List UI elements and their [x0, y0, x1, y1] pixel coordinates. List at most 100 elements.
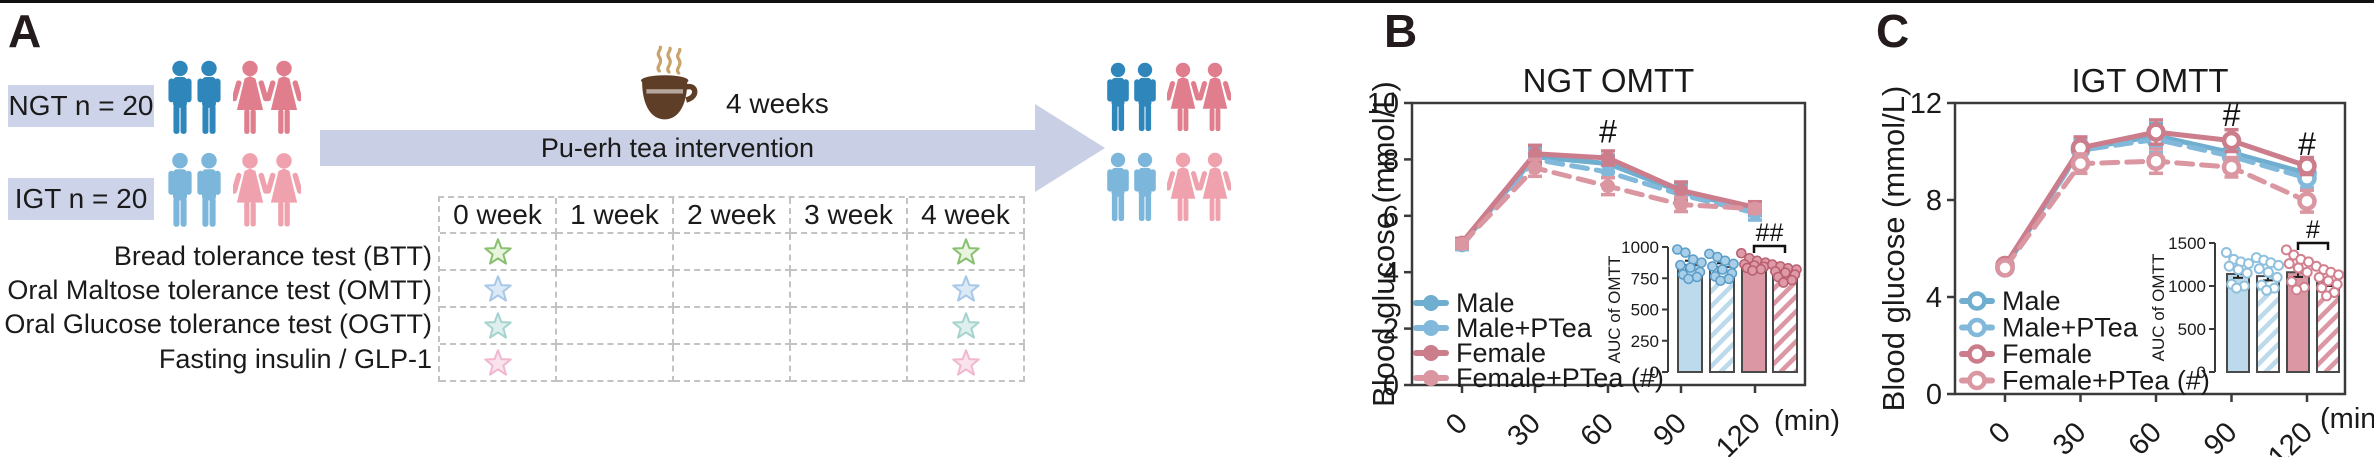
svg-text:Male: Male [2002, 286, 2061, 316]
male-icon [1132, 152, 1158, 224]
female-icon [1167, 62, 1199, 134]
schedule-cell [674, 234, 791, 271]
schedule-table: 0 week 1 week 2 week 3 week 4 week [438, 196, 1025, 382]
female-icon [233, 60, 267, 137]
male-icon [195, 152, 223, 230]
legend-item: Male [1413, 288, 1515, 318]
schedule-cell [908, 345, 1025, 382]
svg-text:0: 0 [1440, 407, 1474, 441]
svg-text:500: 500 [2178, 320, 2206, 339]
legend-item: Male+PTea [1959, 313, 2139, 343]
svg-text:90: 90 [1648, 407, 1693, 452]
svg-text:Male+PTea: Male+PTea [1456, 313, 1593, 343]
y-axis-label: Blood glucose (mmol/L) [1366, 81, 1401, 407]
schedule-cell [440, 345, 557, 382]
svg-text:250: 250 [1631, 332, 1659, 351]
legend-item: Female+PTea (#) [1959, 366, 2210, 396]
svg-text:60: 60 [2123, 416, 2168, 457]
chart-title: IGT OMTT [2071, 62, 2228, 99]
svg-text:Male: Male [1456, 288, 1515, 318]
panel-label-b: B [1384, 5, 1418, 57]
panel-label-a: A [8, 5, 42, 57]
svg-text:30: 30 [2047, 416, 2092, 457]
outcome-igt-icons [1105, 152, 1231, 224]
schedule-cell [674, 345, 791, 382]
svg-text:0: 0 [2197, 363, 2206, 382]
chart-title: NGT OMTT [1523, 62, 1695, 99]
star-icon [951, 274, 981, 304]
female-icon [267, 60, 301, 137]
inset-y-axis-label: AUC of OMTT [2149, 254, 2168, 362]
male-icon [1105, 152, 1131, 224]
schedule-column-header: 1 week [557, 198, 674, 234]
svg-text:Female+PTea (#): Female+PTea (#) [2002, 366, 2210, 396]
male-icon [1132, 62, 1158, 134]
schedule-cell [557, 271, 674, 308]
series-Female [1995, 118, 2317, 276]
svg-text:1000: 1000 [1621, 238, 1659, 257]
svg-text:Female+PTea (#): Female+PTea (#) [1456, 363, 1664, 393]
legend-item: Female+PTea (#) [1413, 363, 1664, 393]
schedule-cell [791, 345, 908, 382]
svg-text:10: 10 [1367, 88, 1399, 120]
inset-significance-label: # [2306, 216, 2320, 244]
significance-annotation: # [2298, 126, 2316, 162]
igt-group-icons [166, 152, 301, 230]
significance-annotation: # [1599, 113, 1617, 149]
schedule-cell [557, 234, 674, 271]
panel-label-c: C [1876, 5, 1910, 57]
svg-text:2: 2 [1383, 314, 1399, 346]
test-label-insulin: Fasting insulin / GLP-1 [158, 344, 432, 374]
igt-group-box: IGT n = 20 [8, 178, 154, 220]
female-icon [267, 152, 301, 230]
series-Female-PTea- [1455, 157, 1762, 251]
schedule-cell [557, 308, 674, 345]
x-unit-label: (min) [2320, 403, 2374, 435]
inset-bar-Female [1741, 263, 1767, 373]
outcome-ngt-icons [1105, 62, 1231, 134]
series-Female [1455, 143, 1762, 250]
test-label-ogtt: Oral Glucose tolerance test (OGTT) [4, 309, 432, 339]
ngt-omtt-chart: NGT OMTT 0 2 4 6 8 10 0 30 60 90 120 (min) Blood gluc… [1366, 62, 1840, 457]
intervention-arrow-band: Pu-erh tea intervention [320, 130, 1035, 166]
star-icon [483, 274, 513, 304]
x-unit-label: (min) [1774, 405, 1840, 437]
schedule-cell [440, 271, 557, 308]
star-icon [951, 348, 981, 378]
svg-text:120: 120 [1710, 407, 1767, 457]
schedule-cell [674, 308, 791, 345]
duration-label: 4 weeks [726, 88, 829, 119]
female-icon [1199, 62, 1231, 134]
legend-item: Female [1413, 338, 1546, 368]
legend-item: Male+PTea [1413, 313, 1593, 343]
schedule-cell [440, 234, 557, 271]
male-icon [195, 60, 223, 137]
inset-significance-label: ## [1756, 219, 1784, 247]
star-icon [483, 237, 513, 267]
male-icon [1105, 62, 1131, 134]
female-icon [1167, 152, 1199, 224]
schedule-cell [791, 271, 908, 308]
series-Female-PTea- [1995, 147, 2317, 278]
inset-y-axis-label: AUC of OMTT [1605, 256, 1624, 364]
schedule-cell [791, 234, 908, 271]
ngt-group-icons [166, 60, 301, 137]
legend-item: Male [1959, 286, 2061, 316]
ngt-group-box: NGT n = 20 [8, 85, 154, 127]
male-icon [166, 60, 194, 137]
male-icon [166, 152, 194, 230]
schedule-column-header: 2 week [674, 198, 791, 234]
significance-annotation: # [2223, 97, 2241, 133]
figure-top-border [0, 0, 2374, 3]
star-icon [951, 237, 981, 267]
svg-text:4: 4 [1383, 257, 1399, 289]
svg-text:Female: Female [2002, 339, 2092, 369]
svg-text:0: 0 [1650, 363, 1659, 382]
schedule-cell [440, 308, 557, 345]
y-axis-label: Blood glucose (mmol/L) [1876, 86, 1911, 412]
intervention-arrow-head [1035, 104, 1105, 192]
schedule-cell [908, 271, 1025, 308]
svg-text:8: 8 [1383, 144, 1399, 176]
svg-text:1000: 1000 [2168, 277, 2206, 296]
